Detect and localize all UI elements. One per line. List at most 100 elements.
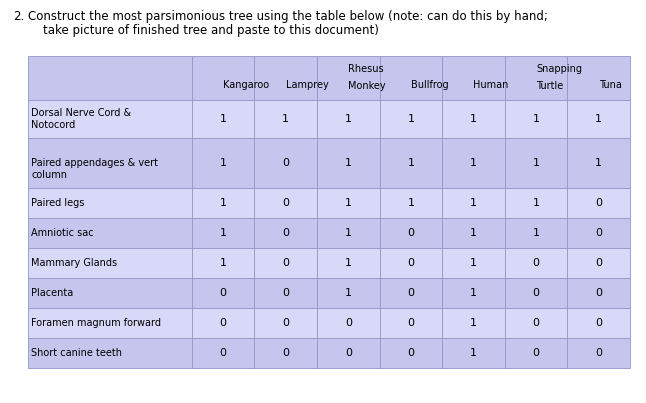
Text: 2.: 2.	[13, 10, 25, 23]
Bar	[28, 248, 192, 278]
Text: 1: 1	[532, 228, 539, 238]
Bar	[192, 56, 255, 100]
Bar	[442, 100, 505, 138]
Text: 1: 1	[345, 288, 352, 298]
Text: 1: 1	[470, 114, 477, 124]
Text: 0: 0	[408, 258, 414, 268]
Text: 1: 1	[345, 114, 352, 124]
Text: 1: 1	[595, 158, 602, 168]
Text: 0: 0	[282, 348, 289, 358]
Bar	[28, 188, 192, 218]
Bar	[380, 138, 442, 188]
Bar	[317, 188, 380, 218]
Text: 1: 1	[470, 288, 477, 298]
Text: 1: 1	[470, 318, 477, 328]
Bar	[505, 138, 567, 188]
Bar	[255, 138, 317, 188]
Bar	[28, 278, 192, 308]
Bar	[505, 218, 567, 248]
Bar	[255, 248, 317, 278]
Bar	[192, 248, 255, 278]
Bar	[255, 56, 317, 100]
Bar	[192, 138, 255, 188]
Text: Amniotic sac: Amniotic sac	[31, 228, 94, 238]
Text: 0: 0	[408, 348, 414, 358]
Bar	[567, 248, 630, 278]
Bar	[192, 218, 255, 248]
Bar	[567, 138, 630, 188]
Text: 1: 1	[408, 198, 414, 208]
Text: 0: 0	[532, 348, 539, 358]
Text: 0: 0	[532, 258, 539, 268]
Text: Short canine teeth: Short canine teeth	[31, 348, 122, 358]
Bar	[567, 218, 630, 248]
Bar	[192, 338, 255, 368]
Bar	[505, 338, 567, 368]
Bar	[442, 188, 505, 218]
Bar	[567, 56, 630, 100]
Text: 0: 0	[595, 228, 602, 238]
Text: 0: 0	[345, 318, 352, 328]
Bar	[28, 218, 192, 248]
Bar	[380, 248, 442, 278]
Bar	[380, 338, 442, 368]
Bar	[567, 278, 630, 308]
Text: 0: 0	[282, 198, 289, 208]
Bar	[380, 100, 442, 138]
Bar	[28, 56, 192, 100]
Text: 0: 0	[595, 288, 602, 298]
Bar	[255, 188, 317, 218]
Text: 1: 1	[470, 158, 477, 168]
Text: 0: 0	[532, 288, 539, 298]
Bar	[380, 218, 442, 248]
Text: 1: 1	[345, 198, 352, 208]
Text: 1: 1	[220, 228, 227, 238]
Text: 1: 1	[470, 348, 477, 358]
Text: 1: 1	[470, 258, 477, 268]
Bar	[380, 188, 442, 218]
Bar	[28, 138, 192, 188]
Bar	[317, 138, 380, 188]
Bar	[567, 308, 630, 338]
Bar	[442, 218, 505, 248]
Bar	[505, 248, 567, 278]
Bar	[442, 308, 505, 338]
Bar	[567, 338, 630, 368]
Text: 0: 0	[282, 228, 289, 238]
Text: Paired legs: Paired legs	[31, 198, 85, 208]
Bar	[317, 278, 380, 308]
Text: 1: 1	[282, 114, 289, 124]
Text: 0: 0	[595, 318, 602, 328]
Bar	[317, 100, 380, 138]
Bar	[442, 248, 505, 278]
Bar	[442, 138, 505, 188]
Text: Paired appendages & vert
column: Paired appendages & vert column	[31, 146, 158, 180]
Text: 1: 1	[408, 158, 414, 168]
Text: 0: 0	[220, 288, 227, 298]
Text: 0: 0	[345, 348, 352, 358]
Bar	[505, 56, 567, 100]
Bar	[442, 338, 505, 368]
Text: 1: 1	[532, 114, 539, 124]
Bar	[255, 100, 317, 138]
Text: Dorsal Nerve Cord &
Notocord: Dorsal Nerve Cord & Notocord	[31, 108, 131, 130]
Bar	[317, 218, 380, 248]
Bar	[442, 278, 505, 308]
Text: 1: 1	[220, 198, 227, 208]
Text: 0: 0	[282, 258, 289, 268]
Text: Kangaroo: Kangaroo	[223, 80, 269, 89]
Text: Turtle: Turtle	[536, 81, 563, 91]
Bar	[28, 338, 192, 368]
Text: 0: 0	[595, 258, 602, 268]
Bar	[317, 338, 380, 368]
Bar	[192, 100, 255, 138]
Text: 0: 0	[408, 318, 414, 328]
Bar	[255, 218, 317, 248]
Bar	[255, 308, 317, 338]
Bar	[505, 278, 567, 308]
Text: 1: 1	[345, 258, 352, 268]
Text: take picture of finished tree and paste to this document): take picture of finished tree and paste …	[28, 24, 379, 37]
Text: 0: 0	[595, 198, 602, 208]
Text: 0: 0	[408, 228, 414, 238]
Bar	[567, 188, 630, 218]
